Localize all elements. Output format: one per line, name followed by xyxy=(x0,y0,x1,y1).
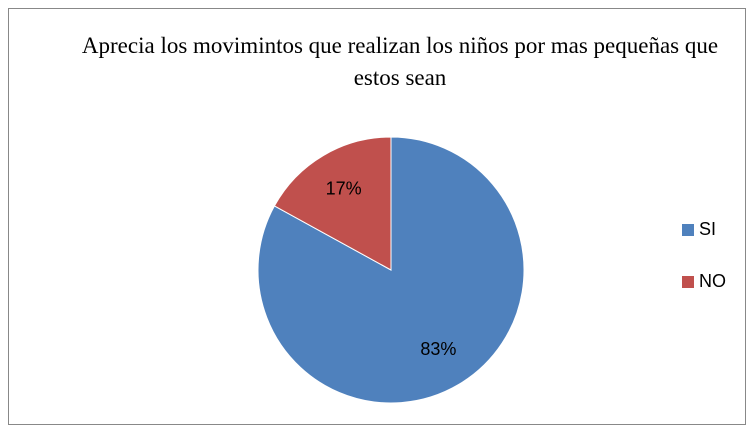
pie-slice xyxy=(273,136,392,271)
data-label: 83% xyxy=(420,339,456,359)
data-label: 17% xyxy=(326,179,362,199)
legend-swatch xyxy=(682,276,694,288)
legend-label: NO xyxy=(699,271,726,291)
legend-label: SI xyxy=(699,219,716,239)
legend-swatch xyxy=(682,224,694,236)
chart-title: Aprecia los movimintos que realizan los … xyxy=(81,33,719,90)
